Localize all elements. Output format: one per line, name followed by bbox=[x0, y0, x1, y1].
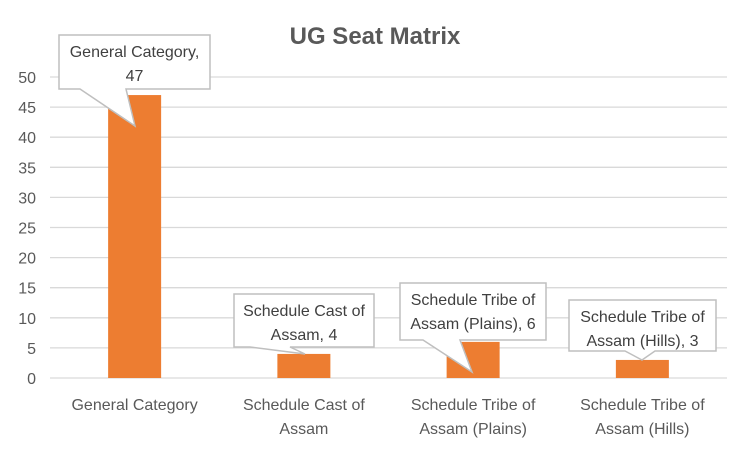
callout-box bbox=[58, 34, 211, 128]
y-tick-label: 0 bbox=[27, 371, 36, 388]
x-axis: General Category Schedule Cast of Assam Sch… bbox=[71, 397, 705, 438]
callout-box bbox=[233, 293, 375, 355]
data-label: Schedule Tribe of bbox=[580, 309, 705, 326]
data-label: General Category, bbox=[70, 44, 200, 61]
y-tick-label: 50 bbox=[18, 70, 36, 87]
y-tick-label: 15 bbox=[18, 281, 36, 298]
data-label: Assam (Plains), 6 bbox=[410, 316, 535, 333]
callout-box bbox=[399, 282, 547, 374]
y-tick-label: 40 bbox=[18, 130, 36, 147]
y-tick-label: 35 bbox=[18, 160, 36, 177]
data-label: Assam (Hills), 3 bbox=[586, 333, 698, 350]
data-label-callout: General Category, 47 bbox=[58, 34, 211, 128]
x-tick-label: Schedule Tribe of bbox=[580, 397, 705, 414]
data-label: Schedule Cast of bbox=[243, 303, 365, 320]
bar bbox=[108, 95, 162, 378]
x-tick-label: Schedule Tribe of bbox=[411, 397, 536, 414]
y-tick-label: 10 bbox=[18, 311, 36, 328]
y-tick-label: 25 bbox=[18, 221, 36, 238]
data-label: 47 bbox=[126, 68, 144, 85]
x-tick-label: Assam (Plains) bbox=[419, 421, 527, 438]
data-label: Assam, 4 bbox=[271, 327, 338, 344]
y-tick-label: 5 bbox=[27, 341, 36, 358]
x-tick-label: Assam (Hills) bbox=[595, 421, 689, 438]
data-label-callout: Schedule Cast of Assam, 4 bbox=[233, 293, 375, 355]
bar bbox=[277, 353, 331, 378]
data-label-callout: Schedule Tribe of Assam (Hills), 3 bbox=[568, 299, 717, 361]
y-tick-label: 45 bbox=[18, 100, 36, 117]
data-labels: General Category, 47 Schedule Cast of Assam… bbox=[58, 34, 717, 374]
callout-box bbox=[568, 299, 717, 361]
x-tick-label: Assam bbox=[279, 421, 328, 438]
y-tick-label: 30 bbox=[18, 190, 36, 207]
chart-title: UG Seat Matrix bbox=[290, 23, 461, 50]
data-label: Schedule Tribe of bbox=[411, 292, 536, 309]
y-tick-label: 20 bbox=[18, 251, 36, 268]
x-tick-label: Schedule Cast of bbox=[243, 397, 365, 414]
y-axis: 0 5 10 15 20 25 30 35 40 45 50 bbox=[18, 70, 36, 388]
data-label-callout: Schedule Tribe of Assam (Plains), 6 bbox=[399, 282, 547, 374]
bar bbox=[615, 359, 669, 378]
x-tick-label: General Category bbox=[71, 397, 197, 414]
